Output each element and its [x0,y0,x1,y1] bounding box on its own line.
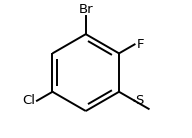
Text: Br: Br [79,3,93,16]
Text: Cl: Cl [23,94,36,107]
Text: S: S [135,94,144,107]
Text: F: F [137,38,144,51]
